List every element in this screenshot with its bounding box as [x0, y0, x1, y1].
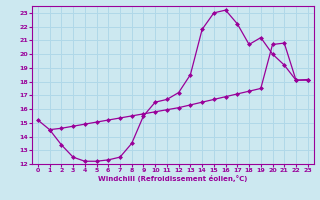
- X-axis label: Windchill (Refroidissement éolien,°C): Windchill (Refroidissement éolien,°C): [98, 175, 247, 182]
